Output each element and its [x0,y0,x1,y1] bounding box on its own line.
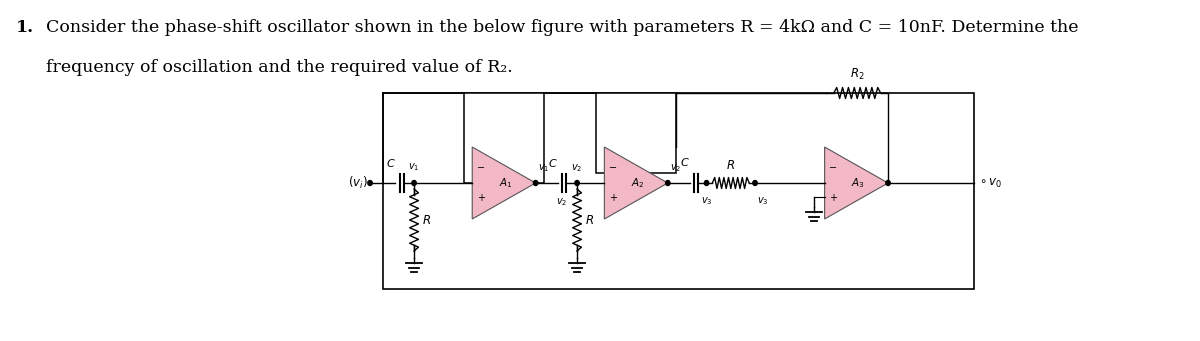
Text: −: − [608,163,617,173]
Bar [596,93,676,173]
Circle shape [666,180,670,186]
Text: +: + [608,193,617,203]
Text: $v_2$: $v_2$ [571,162,583,174]
Text: $v_2$: $v_2$ [557,196,568,208]
Polygon shape [605,147,667,219]
Text: −: − [476,163,485,173]
Text: +: + [829,193,838,203]
Text: $v_2$: $v_2$ [670,162,680,174]
Text: C: C [680,158,689,168]
Text: $v_3$: $v_3$ [757,195,768,207]
Circle shape [704,180,709,186]
Text: C: C [386,159,394,169]
Text: $v_3$: $v_3$ [701,195,713,207]
Circle shape [886,180,890,186]
Text: R: R [422,213,431,226]
Text: −: − [829,163,838,173]
Circle shape [368,180,372,186]
Text: $A_2$: $A_2$ [631,176,644,190]
Text: C: C [548,159,557,169]
Text: +: + [476,193,485,203]
Circle shape [534,180,538,186]
Text: $R_2$: $R_2$ [850,67,864,82]
Text: $A_3$: $A_3$ [851,176,865,190]
Polygon shape [473,147,535,219]
Text: frequency of oscillation and the required value of R₂.: frequency of oscillation and the require… [46,59,512,76]
Text: 1.: 1. [16,19,34,36]
Circle shape [412,180,416,186]
Circle shape [752,180,757,186]
Bar [383,93,973,289]
Text: $A_1$: $A_1$ [499,176,512,190]
Text: R: R [727,159,734,172]
Text: $v_1$: $v_1$ [408,161,420,173]
Text: Consider the phase-shift oscillator shown in the below figure with parameters R : Consider the phase-shift oscillator show… [46,19,1079,36]
Circle shape [575,180,580,186]
Polygon shape [824,147,888,219]
Text: $\circ\,v_0$: $\circ\,v_0$ [979,176,1002,190]
Text: R: R [586,213,594,226]
Text: $v_1$: $v_1$ [539,162,550,174]
Bar [464,93,544,183]
Text: $(v_i)$: $(v_i)$ [348,175,367,191]
